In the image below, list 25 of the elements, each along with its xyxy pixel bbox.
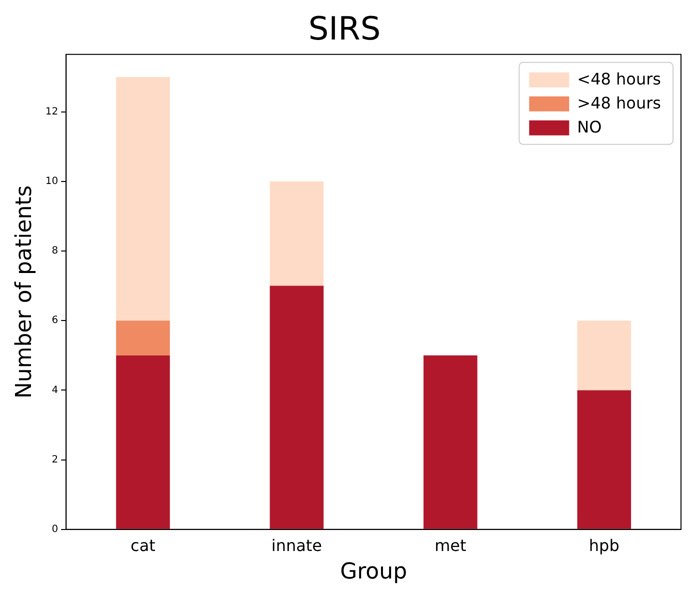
- bar: [116, 355, 170, 529]
- y-axis-title: Number of patients: [12, 185, 37, 399]
- x-tick-label: hpb: [588, 536, 620, 556]
- x-tick-label: cat: [130, 536, 156, 556]
- y-tick-label: 6: [52, 315, 58, 326]
- legend-label: >48 hours: [577, 94, 662, 113]
- x-tick-label: met: [434, 536, 466, 556]
- y-tick-label: 10: [45, 176, 58, 188]
- bar: [116, 320, 170, 356]
- legend-label: <48 hours: [577, 70, 662, 89]
- y-tick-label: 8: [52, 246, 58, 257]
- bar: [270, 286, 324, 529]
- chart-title: SIRS: [308, 10, 381, 48]
- y-tick-label: 4: [52, 384, 58, 396]
- bar: [116, 77, 170, 321]
- y-tick-label: 0: [52, 524, 58, 535]
- x-tick-label: innate: [271, 536, 322, 556]
- y-tick-label: 2: [52, 454, 58, 466]
- bar: [424, 355, 478, 529]
- bar: [270, 181, 324, 286]
- x-axis-title: Group: [340, 560, 408, 585]
- legend-label: NO: [577, 118, 602, 137]
- bar: [577, 390, 632, 529]
- y-tick-label: 12: [45, 106, 58, 118]
- bar: [577, 320, 632, 390]
